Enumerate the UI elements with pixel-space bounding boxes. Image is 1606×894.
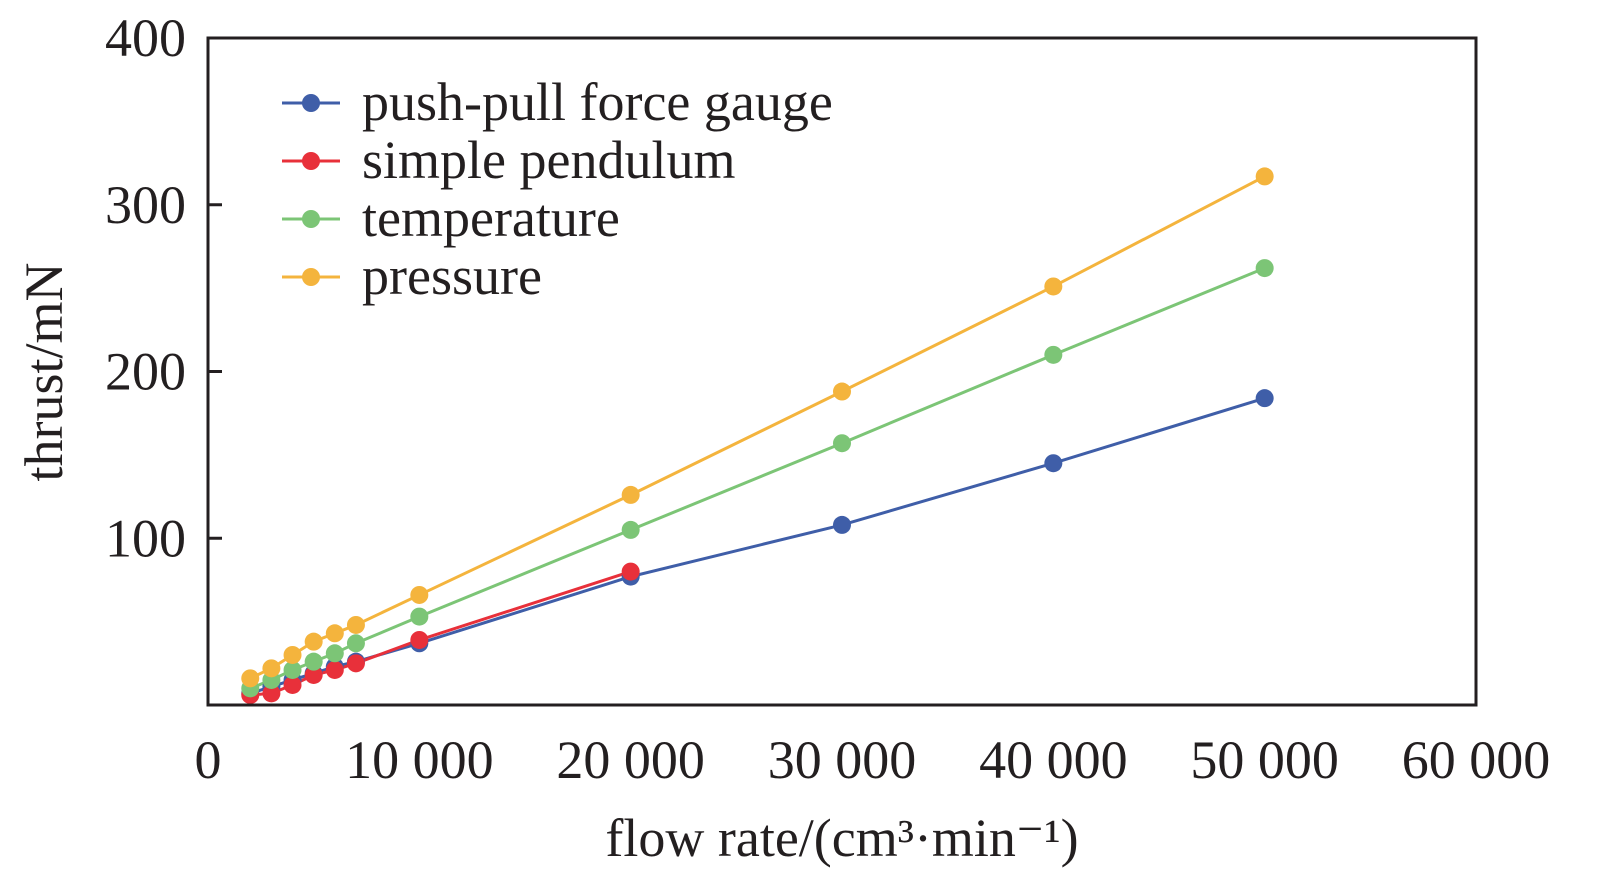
data-point xyxy=(410,630,429,649)
data-point xyxy=(1044,454,1063,473)
x-tick-label: 40 000 xyxy=(979,730,1128,790)
data-point xyxy=(1255,259,1274,278)
data-point xyxy=(410,607,429,626)
data-point xyxy=(325,644,344,663)
x-tick-label: 60 000 xyxy=(1402,730,1551,790)
data-point xyxy=(833,382,851,401)
data-point xyxy=(621,562,640,581)
y-axis-title: thrust/mN xyxy=(14,262,74,481)
data-point xyxy=(1044,345,1063,364)
data-point xyxy=(410,585,429,604)
x-axis-title: flow rate/(cm³·min⁻¹) xyxy=(605,808,1078,868)
data-point xyxy=(1255,389,1274,408)
y-tick-label: 200 xyxy=(105,342,186,402)
data-point xyxy=(304,632,323,651)
x-axis-ticks: 0 10 000 20 000 30 000 40 000 50 000 60 000 xyxy=(195,730,1551,790)
data-point xyxy=(325,624,344,643)
plot-markers xyxy=(241,167,1274,704)
y-tick-label: 300 xyxy=(105,175,186,235)
legend-label: pressure xyxy=(362,246,542,306)
x-tick-label: 20 000 xyxy=(556,730,705,790)
data-point xyxy=(304,665,323,684)
legend-marker xyxy=(302,94,320,112)
data-point xyxy=(621,485,640,504)
legend-label: simple pendulum xyxy=(362,130,735,190)
data-point xyxy=(1044,277,1063,296)
y-tick-label: 100 xyxy=(105,508,186,568)
data-point xyxy=(262,684,281,703)
legend-label: temperature xyxy=(362,188,620,248)
data-point xyxy=(1255,167,1274,186)
legend-marker xyxy=(302,268,320,286)
data-point xyxy=(346,654,365,673)
legend-label: push-pull force gauge xyxy=(362,72,833,132)
y-tick-label: 400 xyxy=(105,8,186,68)
x-tick-label: 30 000 xyxy=(768,730,917,790)
data-point xyxy=(346,634,365,653)
data-point xyxy=(833,515,851,534)
data-point xyxy=(283,660,302,679)
data-point xyxy=(241,669,260,688)
data-point xyxy=(325,660,344,679)
legend-marker xyxy=(302,152,320,170)
data-point xyxy=(346,615,365,634)
data-point xyxy=(283,645,302,664)
x-tick-label: 0 xyxy=(195,730,222,790)
series-line xyxy=(249,266,1266,690)
data-point xyxy=(304,652,323,671)
data-point xyxy=(262,659,281,678)
data-point xyxy=(833,434,851,453)
data-point xyxy=(283,675,302,694)
legend-marker xyxy=(302,210,320,228)
series-line xyxy=(249,396,1266,695)
x-tick-label: 50 000 xyxy=(1190,730,1339,790)
data-point xyxy=(621,520,640,539)
y-axis-ticks: 100 200 300 400 xyxy=(105,8,222,568)
x-tick-label: 10 000 xyxy=(345,730,494,790)
